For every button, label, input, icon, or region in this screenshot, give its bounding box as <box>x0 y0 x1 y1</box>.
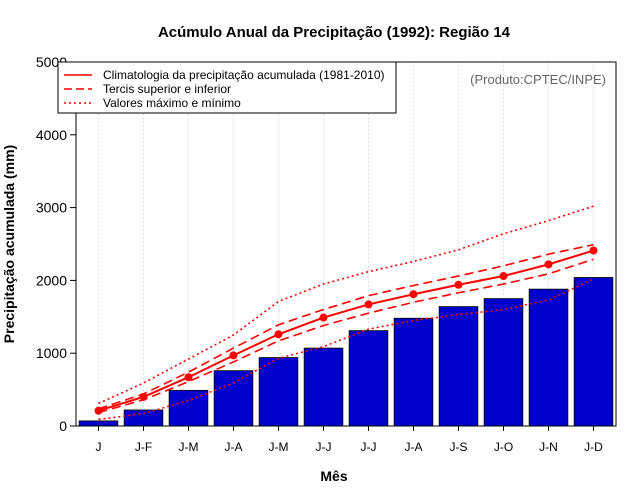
x-tick-label: J-J <box>361 440 377 454</box>
series-point <box>229 351 238 360</box>
x-axis-label: Mês <box>320 468 347 484</box>
chart-title: Acúmulo Anual da Precipitação (1992): Re… <box>158 24 511 41</box>
series-point <box>409 290 418 299</box>
bar <box>483 298 524 427</box>
legend-entry-climatology: Climatologia da precipitação acumulada (… <box>103 68 385 82</box>
x-tick-label: J-O <box>494 440 513 454</box>
series-line <box>98 249 594 412</box>
bar <box>393 317 434 427</box>
series-point <box>364 300 373 309</box>
series-line <box>98 243 594 410</box>
bar <box>123 409 164 427</box>
line-series <box>94 205 598 421</box>
bar <box>348 330 389 427</box>
x-tick-label: J-A <box>405 440 423 454</box>
bar <box>303 347 344 427</box>
y-tick-label: 2000 <box>36 272 67 288</box>
x-tick-label: J <box>96 440 102 454</box>
series-point <box>499 272 508 281</box>
bar <box>78 420 119 427</box>
x-tick-label: J-N <box>539 440 558 454</box>
legend-entry-extremes: Valores máximo e mínimo <box>103 96 241 110</box>
x-tick-label: J-M <box>269 440 289 454</box>
x-tick-label: J-D <box>584 440 603 454</box>
series-point <box>454 280 463 289</box>
credit-text: (Produto:CPTEC/INPE) <box>470 72 606 87</box>
bar <box>573 277 614 427</box>
series-point <box>589 246 598 255</box>
legend: Climatologia da precipitação acumulada (… <box>57 61 397 114</box>
series-line <box>98 278 594 421</box>
x-tick-label: J-F <box>135 440 152 454</box>
legend-entry-terciles: Tercis superior e inferior <box>103 82 231 96</box>
gridlines <box>98 62 594 426</box>
x-tick-label: J-S <box>450 440 468 454</box>
series-point <box>184 373 193 382</box>
series-point <box>544 260 553 269</box>
series-point <box>274 330 283 339</box>
series-line <box>98 258 594 414</box>
legend-box <box>57 61 397 114</box>
y-tick-label: 4000 <box>36 127 67 143</box>
bar-series <box>78 277 614 427</box>
x-tick-label: J-M <box>179 440 199 454</box>
bar <box>258 357 299 427</box>
y-axis-label: Precipitação acumulada (mm) <box>1 145 17 343</box>
series-point <box>319 313 328 322</box>
x-axis-ticks: J J-F J-M J-A J-M J-J J-J J-A J-S J-O J-N J-D <box>96 426 603 454</box>
y-tick-label: 0 <box>59 418 67 434</box>
x-tick-label: J-J <box>316 440 332 454</box>
series-line <box>98 205 594 405</box>
y-tick-label: 1000 <box>36 345 67 361</box>
bar <box>213 370 254 427</box>
bar <box>438 306 479 427</box>
bar <box>528 288 569 427</box>
y-tick-label: 3000 <box>36 200 67 216</box>
x-tick-label: J-A <box>225 440 243 454</box>
